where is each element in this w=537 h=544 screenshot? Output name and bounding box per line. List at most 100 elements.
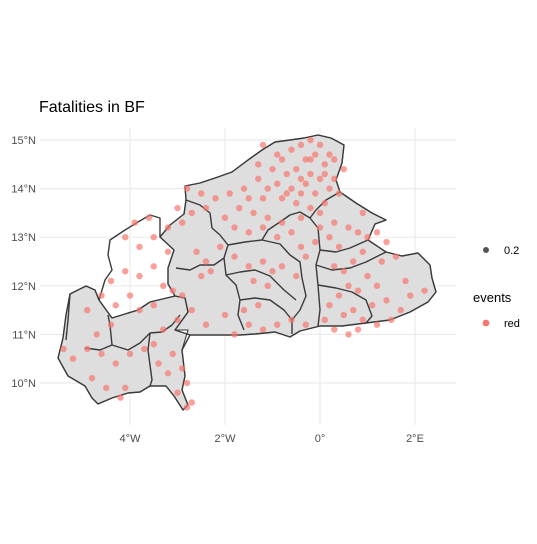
event-point bbox=[293, 165, 300, 173]
event-point bbox=[274, 234, 281, 241]
event-point bbox=[283, 190, 290, 197]
event-point bbox=[179, 219, 186, 226]
event-point bbox=[117, 394, 124, 401]
event-point bbox=[174, 316, 181, 324]
event-point bbox=[345, 331, 352, 338]
event-point bbox=[331, 175, 338, 183]
event-point bbox=[297, 190, 305, 197]
event-point bbox=[316, 175, 324, 183]
event-point bbox=[397, 306, 404, 314]
event-point bbox=[188, 399, 195, 406]
event-point bbox=[183, 404, 191, 411]
event-point bbox=[278, 219, 286, 226]
event-point bbox=[350, 306, 357, 314]
event-point bbox=[264, 214, 271, 221]
event-point bbox=[302, 321, 309, 328]
event-point bbox=[392, 253, 400, 260]
event-point bbox=[331, 219, 338, 226]
event-point bbox=[136, 272, 143, 280]
event-point bbox=[188, 306, 195, 314]
event-point bbox=[255, 161, 262, 168]
event-point bbox=[307, 136, 314, 144]
event-point bbox=[359, 209, 366, 217]
event-point bbox=[259, 224, 267, 231]
event-point bbox=[136, 243, 143, 251]
event-point bbox=[321, 316, 328, 324]
event-point bbox=[359, 316, 366, 324]
y-tick-label: 15°N bbox=[11, 135, 36, 147]
event-point bbox=[84, 345, 91, 353]
event-point bbox=[383, 238, 390, 246]
event-point bbox=[312, 238, 319, 246]
event-point bbox=[255, 302, 262, 309]
event-point bbox=[321, 161, 328, 168]
event-point bbox=[316, 141, 324, 149]
event-point bbox=[221, 311, 229, 319]
event-point bbox=[378, 258, 385, 265]
chart-title: Fatalities in BF bbox=[39, 99, 145, 116]
x-tick-label: 2°E bbox=[406, 433, 424, 445]
event-point bbox=[278, 156, 286, 163]
event-point bbox=[183, 185, 191, 192]
event-point bbox=[274, 180, 281, 187]
event-point bbox=[335, 243, 343, 251]
event-point bbox=[160, 282, 167, 289]
event-point bbox=[288, 316, 295, 324]
event-point bbox=[221, 214, 229, 221]
event-point bbox=[150, 234, 157, 241]
event-point bbox=[174, 389, 181, 396]
event-point bbox=[274, 151, 281, 158]
event-point bbox=[198, 272, 205, 280]
event-point bbox=[264, 282, 271, 289]
event-point bbox=[259, 141, 267, 149]
event-point bbox=[231, 253, 238, 260]
event-point bbox=[103, 384, 110, 392]
event-point bbox=[259, 258, 267, 265]
event-point bbox=[326, 151, 333, 158]
event-point bbox=[269, 268, 276, 275]
event-point bbox=[326, 302, 333, 309]
event-point bbox=[93, 331, 100, 338]
event-point bbox=[245, 195, 252, 202]
event-point bbox=[84, 306, 91, 314]
event-point bbox=[69, 355, 77, 362]
event-point bbox=[107, 277, 115, 285]
event-point bbox=[150, 340, 157, 348]
event-point bbox=[169, 350, 176, 358]
legend-size-key bbox=[483, 247, 489, 253]
event-point bbox=[359, 248, 366, 255]
event-point bbox=[307, 156, 314, 163]
event-point bbox=[245, 321, 252, 328]
event-point bbox=[269, 165, 276, 173]
event-point bbox=[335, 190, 343, 197]
event-point bbox=[288, 229, 295, 236]
event-point bbox=[340, 165, 347, 173]
event-point bbox=[373, 229, 381, 236]
y-tick-label: 10°N bbox=[11, 378, 36, 390]
event-point bbox=[259, 326, 267, 333]
event-point bbox=[207, 268, 214, 275]
event-point bbox=[316, 209, 324, 217]
event-point bbox=[250, 277, 257, 285]
event-point bbox=[164, 224, 172, 231]
event-point bbox=[188, 209, 195, 217]
event-point bbox=[112, 360, 119, 367]
event-point bbox=[169, 287, 176, 294]
event-point bbox=[155, 360, 162, 367]
event-point bbox=[126, 292, 134, 299]
event-point bbox=[388, 316, 395, 324]
event-point bbox=[288, 146, 295, 153]
event-point bbox=[354, 326, 362, 333]
event-point bbox=[307, 170, 314, 178]
event-point bbox=[340, 268, 347, 275]
burkina-faso-map bbox=[57, 134, 437, 411]
event-point bbox=[302, 180, 309, 187]
y-axis-ticks: 10°N 11°N 12°N 13°N 14°N 15°N bbox=[11, 135, 36, 390]
event-point bbox=[202, 321, 210, 328]
event-point bbox=[112, 302, 119, 309]
y-tick-label: 13°N bbox=[11, 232, 36, 244]
event-point bbox=[236, 204, 243, 212]
event-point bbox=[141, 345, 148, 353]
event-point bbox=[193, 248, 200, 255]
event-point bbox=[297, 175, 305, 183]
